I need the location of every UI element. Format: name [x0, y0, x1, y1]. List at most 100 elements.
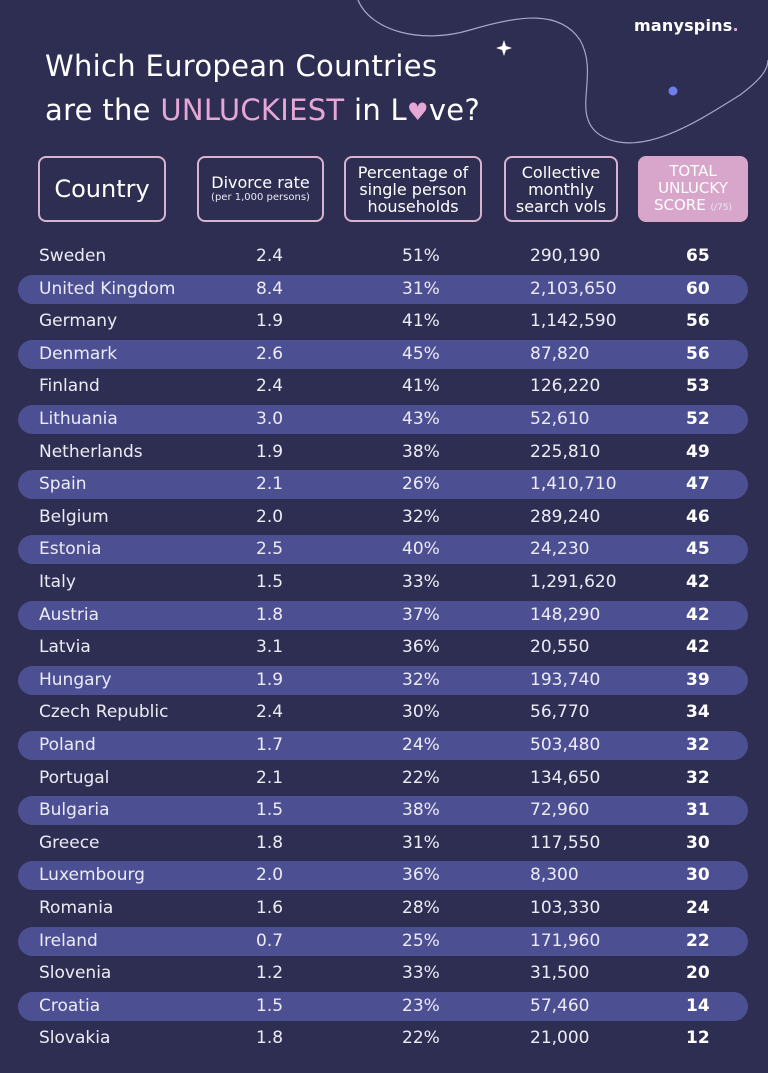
search-volume-cell: 57,460 [530, 995, 590, 1016]
header-single-line-3: households [367, 196, 459, 216]
unlucky-score-cell: 45 [686, 539, 710, 560]
unlucky-score-cell: 60 [686, 278, 710, 299]
unlucky-score-cell: 42 [686, 572, 710, 592]
unlucky-score-cell: 34 [686, 702, 710, 723]
divorce-rate-cell: 0.7 [256, 930, 284, 951]
unlucky-score-cell: 56 [686, 311, 710, 332]
single-household-pct-cell: 30% [402, 702, 440, 723]
unlucky-score-cell: 24 [686, 898, 710, 918]
divorce-rate-cell: 2.0 [256, 865, 284, 886]
unlucky-score-cell: 65 [686, 246, 710, 266]
divorce-rate-cell: 3.1 [256, 637, 284, 658]
country-cell: Spain [39, 474, 87, 495]
swirl-line [357, 0, 768, 144]
single-household-pct-cell: 25% [402, 930, 440, 951]
table-row: Belgium 2.0 32% 289,240 46 [18, 503, 748, 532]
search-volume-cell: 87,820 [530, 343, 590, 364]
table-row: Netherlands 1.9 38% 225,810 49 [18, 438, 748, 467]
single-household-pct-cell: 32% [402, 506, 440, 527]
title-pre: are the [45, 93, 161, 127]
title-post: ve? [428, 93, 481, 127]
divorce-rate-cell: 2.5 [256, 539, 284, 560]
header-total-line-3: SCORE (/75) [654, 197, 732, 215]
divorce-rate-cell: 1.8 [256, 604, 284, 625]
search-volume-cell: 20,550 [530, 637, 590, 658]
unlucky-score-cell: 20 [686, 963, 710, 984]
table-row: Croatia 1.5 23% 57,460 14 [18, 991, 748, 1021]
table-row: Finland 2.4 41% 126,220 53 [18, 372, 748, 401]
search-volume-cell: 1,410,710 [530, 474, 617, 495]
divorce-rate-cell: 1.9 [256, 441, 284, 462]
table-row: Estonia 2.5 40% 24,230 45 [18, 535, 748, 565]
single-household-pct-cell: 51% [402, 246, 440, 266]
header-search-volumes: Collective monthly search vols [504, 156, 618, 222]
search-volume-cell: 117,550 [530, 832, 601, 853]
country-cell: Germany [39, 311, 118, 332]
header-single-households: Percentage of single person households [344, 156, 482, 222]
unlucky-score-cell: 46 [686, 506, 710, 527]
table-row: Portugal 2.1 22% 134,650 32 [18, 764, 748, 793]
country-cell: Sweden [39, 246, 107, 266]
country-cell: Romania [39, 898, 114, 918]
single-household-pct-cell: 33% [402, 963, 440, 984]
country-cell: Poland [39, 735, 96, 755]
single-household-pct-cell: 40% [402, 539, 440, 560]
single-household-pct-cell: 33% [402, 572, 440, 592]
divorce-rate-cell: 3.0 [256, 409, 284, 429]
brand-logo: manyspins. [634, 16, 739, 35]
unlucky-score-cell: 47 [686, 474, 710, 495]
header-country-label: Country [54, 175, 150, 203]
search-volume-cell: 289,240 [530, 506, 601, 527]
heart-icon: ♥ [406, 98, 429, 126]
unlucky-score-cell: 31 [686, 800, 710, 821]
table-row: Bulgaria 1.5 38% 72,960 31 [18, 796, 748, 826]
single-household-pct-cell: 31% [402, 832, 440, 853]
table-row: Denmark 2.6 45% 87,820 56 [18, 339, 748, 369]
title-line-1: Which European Countries [45, 49, 438, 83]
table-row: Hungary 1.9 32% 193,740 39 [18, 665, 748, 695]
country-cell: Slovenia [39, 963, 112, 984]
unlucky-score-cell: 42 [686, 637, 710, 658]
country-cell: Netherlands [39, 441, 143, 462]
table-row: Germany 1.9 41% 1,142,590 56 [18, 307, 748, 336]
unlucky-score-cell: 22 [686, 930, 710, 951]
table-row: Romania 1.6 28% 103,330 24 [18, 894, 748, 923]
country-cell: Croatia [39, 995, 101, 1016]
divorce-rate-cell: 8.4 [256, 278, 284, 299]
single-household-pct-cell: 31% [402, 278, 440, 299]
divorce-rate-cell: 1.8 [256, 1028, 284, 1049]
search-volume-cell: 171,960 [530, 930, 601, 951]
divorce-rate-cell: 2.6 [256, 343, 284, 364]
search-volume-cell: 126,220 [530, 376, 601, 397]
unlucky-score-cell: 53 [686, 376, 710, 397]
search-volume-cell: 148,290 [530, 604, 601, 625]
divorce-rate-cell: 1.2 [256, 963, 284, 984]
divorce-rate-cell: 2.4 [256, 702, 284, 723]
country-cell: Denmark [39, 343, 118, 364]
country-cell: Bulgaria [39, 800, 110, 821]
unlucky-score-cell: 49 [686, 441, 710, 462]
table-row: Italy 1.5 33% 1,291,620 42 [18, 568, 748, 597]
header-total-score: TOTAL UNLUCKY SCORE (/75) [638, 156, 748, 222]
title-highlight: UNLUCKIEST [160, 93, 345, 127]
single-household-pct-cell: 43% [402, 409, 440, 429]
divorce-rate-cell: 1.9 [256, 311, 284, 332]
single-household-pct-cell: 32% [402, 669, 440, 690]
dot-icon [668, 86, 678, 96]
table-row: Slovakia 1.8 22% 21,000 12 [18, 1024, 748, 1053]
search-volume-cell: 31,500 [530, 963, 590, 984]
header-search-line-2: monthly [528, 179, 594, 199]
table-row: United Kingdom 8.4 31% 2,103,650 60 [18, 274, 748, 304]
search-volume-cell: 134,650 [530, 767, 601, 788]
unlucky-score-cell: 14 [686, 995, 710, 1016]
country-cell: United Kingdom [39, 278, 176, 299]
country-cell: Finland [39, 376, 100, 397]
header-divorce-rate: Divorce rate (per 1,000 persons) [197, 156, 324, 222]
header-country: Country [38, 156, 166, 222]
single-household-pct-cell: 23% [402, 995, 440, 1016]
single-household-pct-cell: 41% [402, 311, 440, 332]
divorce-rate-cell: 2.0 [256, 506, 284, 527]
title-line-2: are the UNLUCKIEST in L♥ve? [45, 88, 565, 134]
divorce-rate-cell: 1.5 [256, 995, 284, 1016]
country-cell: Czech Republic [39, 702, 169, 723]
